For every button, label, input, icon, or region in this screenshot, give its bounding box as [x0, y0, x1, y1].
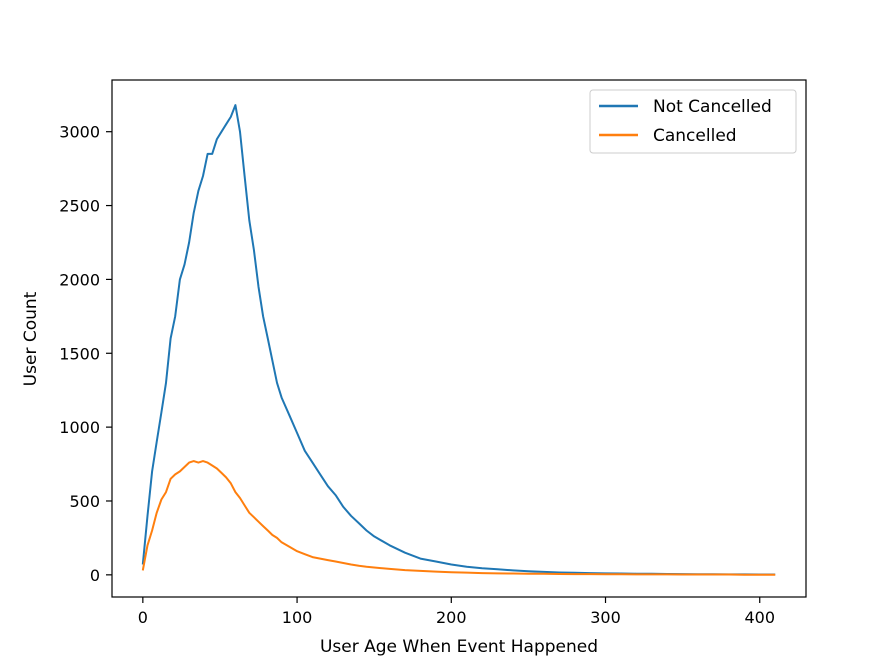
y-axis-label: User Count — [21, 291, 41, 386]
y-tick-label: 2500 — [59, 197, 100, 216]
x-tick-label: 0 — [138, 608, 148, 627]
x-tick-label: 100 — [282, 608, 313, 627]
legend: Not Cancelled Cancelled — [589, 89, 797, 154]
legend-label-cancelled: Cancelled — [653, 126, 737, 146]
y-tick-label: 1500 — [59, 344, 100, 363]
plot-frame — [111, 79, 807, 598]
x-tick-label: 200 — [436, 608, 467, 627]
legend-label-not-cancelled: Not Cancelled — [653, 97, 772, 117]
x-tick-label: 300 — [590, 608, 621, 627]
y-tick-label: 0 — [90, 566, 100, 585]
y-tick-label: 1000 — [59, 418, 100, 437]
series-line-cancelled — [141, 460, 776, 576]
series-layer — [141, 104, 776, 576]
tick-layer: 0 100 200 300 400 0 500 1000 1500 2000 2500 3000 — [59, 123, 775, 627]
legend-box — [589, 89, 797, 154]
y-tick-label: 3000 — [59, 123, 100, 142]
x-tick-label: 400 — [744, 608, 775, 627]
x-axis-label: User Age When Event Happened — [320, 637, 598, 657]
y-tick-label: 2000 — [59, 270, 100, 289]
y-tick-label: 500 — [69, 492, 100, 511]
